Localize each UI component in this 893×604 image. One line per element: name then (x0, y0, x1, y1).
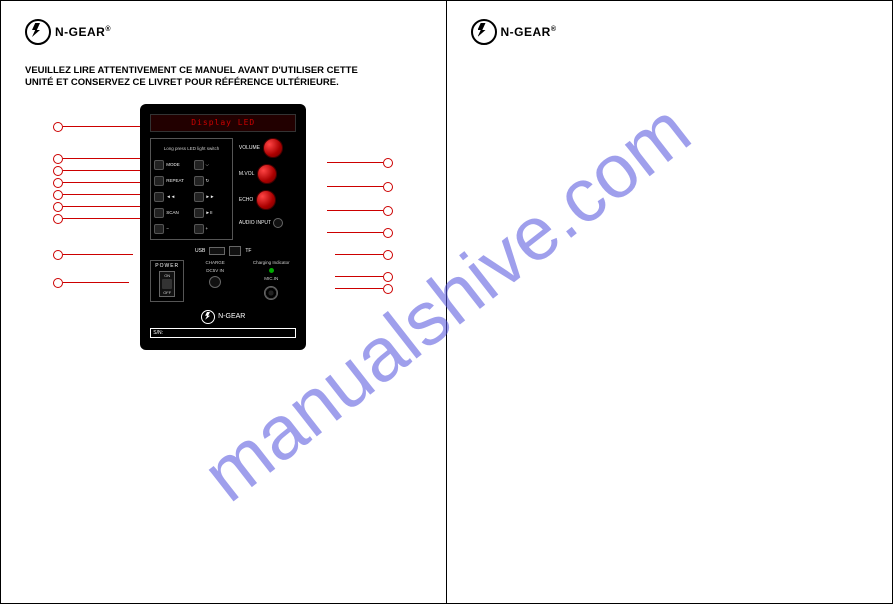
manual-spread: N-GEAR® VEUILLEZ LIRE ATTENTIVEMENT CE M… (0, 0, 893, 604)
callout-line (327, 186, 383, 187)
device-panel: Display LED Long press LED light switch … (140, 104, 306, 350)
power-box: POWER ON OFF (150, 260, 184, 302)
tf-label: TF (245, 248, 251, 254)
power-title: POWER (155, 263, 179, 269)
charging-led-icon (269, 268, 274, 273)
mvol-knob (257, 164, 277, 184)
volume-label: VOLUME (239, 145, 260, 151)
logo-bolt-icon (25, 19, 51, 45)
mic-jack-icon (264, 286, 278, 300)
callout-line (63, 218, 141, 219)
echo-label: ECHO (239, 197, 253, 203)
serial-number-box: S/N: (150, 328, 296, 338)
brand-logo: N-GEAR® (25, 19, 422, 45)
callout-line (335, 276, 383, 277)
charge-label: CHARGE (190, 260, 240, 265)
scan-button: SCAN (154, 208, 189, 218)
echo-knob (256, 190, 276, 210)
page-right: N-GEAR® (447, 1, 893, 603)
aux-input: AUDIO INPUT (239, 218, 283, 228)
mic-label: MIC.IN (246, 276, 296, 281)
next-button: ►► (194, 192, 229, 202)
brand-name: N-GEAR® (55, 25, 111, 39)
knobs-column: VOLUME M.VOL ECHO AUDIO INPUT (239, 138, 296, 240)
charging-indicator-label: Charging Indicator (246, 260, 296, 265)
callout-line (63, 194, 141, 195)
callout-line (63, 170, 141, 171)
prev-button: ◄◄ (154, 192, 189, 202)
volup-button: + (194, 224, 229, 234)
dc-jack-icon (209, 276, 221, 288)
callout-line (63, 182, 141, 183)
power-switch: ON OFF (159, 271, 175, 297)
panel-logo-bolt-icon (201, 310, 215, 324)
play-button: ►II (194, 208, 229, 218)
mode-button: MODE (154, 160, 189, 170)
callout-line (335, 288, 383, 289)
dc-label: DC5V IN (190, 268, 240, 273)
callout-line (63, 282, 129, 283)
button-grid-header: Long press LED light switch (154, 146, 229, 151)
callout-line (335, 254, 383, 255)
button-grid: Long press LED light switch MODE ⌵ REPEA… (150, 138, 233, 240)
usb-slot-icon (209, 247, 225, 255)
volume-knob (263, 138, 283, 158)
callout-line (327, 232, 383, 233)
logo-bolt-icon (471, 19, 497, 45)
page-left: N-GEAR® VEUILLEZ LIRE ATTENTIVEMENT CE M… (1, 1, 447, 603)
longpress-button: ↻ (194, 176, 229, 186)
callout-line (63, 206, 141, 207)
indicator-column: Charging Indicator MIC.IN (246, 260, 296, 300)
mvol-label: M.VOL (239, 171, 255, 177)
repeat-button: REPEAT (154, 176, 189, 186)
tf-slot-icon (229, 246, 241, 256)
instruction-text: VEUILLEZ LIRE ATTENTIVEMENT CE MANUEL AV… (25, 65, 422, 90)
led-display: Display LED (150, 114, 296, 132)
usb-tf-row: USB TF (150, 246, 296, 256)
brand-name: N-GEAR® (501, 25, 557, 39)
charge-column: CHARGE DC5V IN (190, 260, 240, 288)
brand-logo-right: N-GEAR® (471, 19, 869, 45)
usb-label: USB (195, 248, 205, 254)
device-diagram: Display LED Long press LED light switch … (53, 104, 393, 350)
callout-line (63, 254, 133, 255)
panel-brand-logo: N-GEAR (150, 310, 296, 324)
callout-line (63, 158, 141, 159)
callout-line (327, 210, 383, 211)
callout-line (327, 162, 383, 163)
bt-button: ⌵ (194, 160, 229, 170)
voldown-button: − (154, 224, 189, 234)
callout-line (63, 126, 141, 127)
